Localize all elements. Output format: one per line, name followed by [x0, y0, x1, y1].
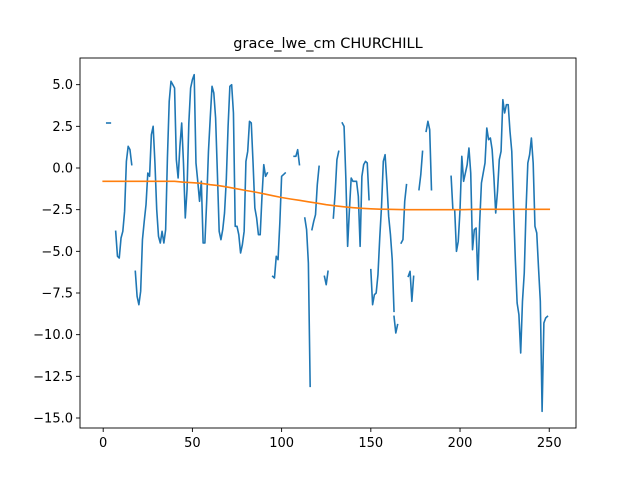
series-0-segment-2	[134, 73, 269, 306]
series-0-segment-3	[271, 171, 287, 279]
series-0-segment-5	[303, 217, 311, 388]
y-tick-label-6: −10.0	[33, 328, 73, 343]
series-0-segment-12	[400, 183, 408, 245]
y-tick-label-4: −5.0	[41, 245, 73, 260]
series-0-segment-9	[341, 121, 370, 248]
series-0-segment-6	[310, 165, 320, 231]
x-tick-label-5: 250	[537, 436, 562, 451]
x-tick-label-2: 100	[269, 436, 294, 451]
y-tick-label-2: 0.0	[52, 162, 73, 177]
axis-layer: 0 50 100 150 200 250 5.0 2.5 0.0 −2.5 −5.0 −7.5 −10.…	[33, 57, 577, 451]
series-0-segment-16	[450, 98, 549, 413]
x-tick-label-1: 50	[184, 436, 201, 451]
series-0-segment-1	[114, 145, 133, 259]
series-0-segment-4	[293, 148, 301, 166]
y-tick-label-7: −12.5	[33, 370, 73, 385]
y-tick-label-5: −7.5	[41, 287, 73, 302]
plot-frame	[79, 57, 577, 429]
series-0-segment-11	[393, 315, 399, 334]
series-0-segment-7	[323, 270, 329, 286]
series-0-segment-14	[418, 150, 424, 191]
x-tick-label-4: 200	[448, 436, 473, 451]
series-0-segment-13	[407, 270, 415, 303]
chart-title: grace_lwe_cm CHURCHILL	[233, 36, 422, 52]
y-tick-label-0: 5.0	[52, 78, 73, 93]
series-0-segment-10	[369, 153, 395, 313]
y-tick-label-1: 2.5	[52, 120, 73, 135]
y-tick-label-8: −15.0	[33, 412, 73, 427]
x-tick-label-0: 0	[99, 436, 107, 451]
series-0-segment-15	[425, 120, 433, 191]
y-tick-label-3: −2.5	[41, 203, 73, 218]
x-tick-label-3: 150	[358, 436, 383, 451]
series-1-segment-0	[102, 180, 551, 211]
series-layer	[102, 73, 551, 413]
